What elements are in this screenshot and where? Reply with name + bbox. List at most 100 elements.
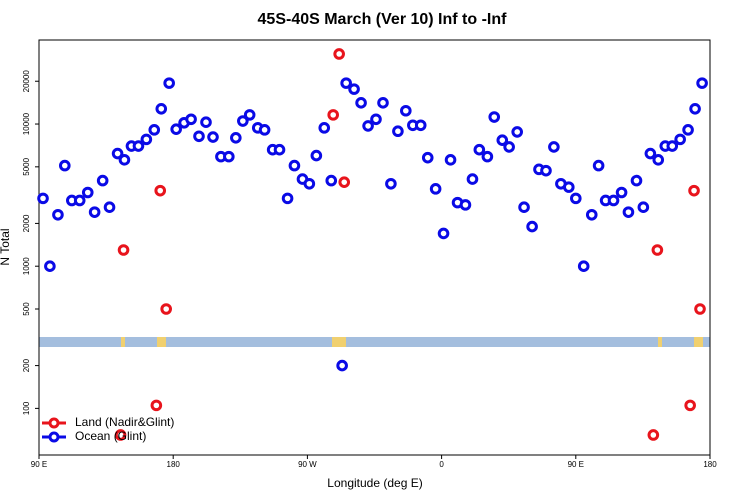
point [526,220,538,233]
point [696,77,708,89]
legend-marker [48,417,60,429]
point [327,109,339,121]
point [154,184,167,197]
point [348,83,360,95]
point [243,109,256,121]
point [421,151,434,164]
x-tick-label: 90 E [568,460,584,469]
y-tick-label: 100 [22,401,31,415]
point [666,140,679,152]
point [193,130,205,143]
surface-strip [39,337,710,347]
legend-label: Ocean (Glint) [75,429,146,443]
point [58,159,71,172]
point [288,159,301,172]
point [155,102,168,115]
point [73,194,86,207]
x-tick-label: 180 [167,460,181,469]
y-axis-label: N Total [0,228,12,265]
point [577,260,590,273]
x-axis-label: Longitude (deg E) [327,476,422,490]
point [377,97,389,109]
point [114,429,127,441]
point [414,119,427,132]
point [237,115,249,127]
point [340,77,352,89]
point [117,244,130,256]
point [200,116,212,129]
point [150,399,163,412]
point [281,192,294,205]
point [647,429,660,441]
strip-land [694,337,703,347]
legend-label: Land (Nadir&Glint) [75,415,174,429]
point [540,164,552,177]
point [140,133,153,146]
chart-title: 45S-40S March (Ver 10) Inf to -Inf [258,11,508,28]
point [496,134,509,146]
point [318,122,331,134]
point [459,199,472,211]
point [400,104,412,117]
point [488,111,501,123]
strip-land [332,337,346,347]
point [338,176,351,188]
point [333,48,345,60]
point [111,147,124,160]
x-tick-label: 0 [439,460,444,469]
strip-land [157,337,166,347]
point [118,154,131,166]
point [630,174,643,187]
point [362,120,374,132]
strip-land [121,337,125,347]
point [325,174,338,187]
x-tick-label: 180 [703,460,717,469]
point [570,192,582,205]
point [682,124,694,136]
y-tick-label: 20000 [22,70,31,93]
point [481,150,494,163]
point [185,113,197,126]
point [310,149,323,162]
point [103,201,116,214]
point [52,208,64,221]
point [230,132,242,144]
point [148,124,161,136]
point [511,126,523,138]
point [607,194,620,207]
y-tick-label: 1000 [22,257,31,275]
point [444,154,457,166]
point [370,113,382,126]
y-tick-label: 2000 [22,214,31,232]
y-tick-label: 5000 [22,157,31,175]
x-tick-label: 90 E [31,460,47,469]
point [622,206,635,218]
point [637,201,650,214]
point [644,147,657,160]
point [592,159,605,172]
point [562,181,575,193]
point [518,201,530,214]
y-tick-label: 200 [22,358,31,372]
point [336,359,348,372]
point [437,227,450,240]
plot-frame [38,39,711,456]
point [258,124,271,136]
point [429,183,442,195]
point [652,154,665,166]
point [132,140,145,152]
point [273,143,286,156]
point [466,173,479,185]
point [223,150,235,163]
point [44,260,56,273]
point [88,206,101,218]
point [688,184,700,197]
point [96,174,109,187]
point [585,208,598,221]
point [170,123,182,135]
y-tick-label: 10000 [22,112,31,135]
point [503,141,515,153]
point [385,177,397,190]
x-tick-label: 90 W [298,460,317,469]
